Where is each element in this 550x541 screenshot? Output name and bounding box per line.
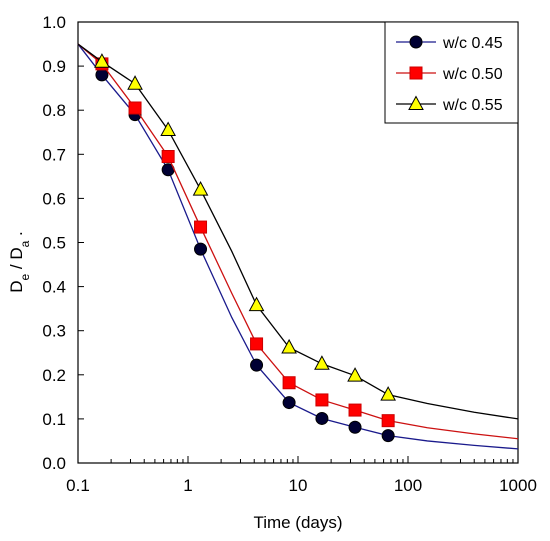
y-tick-label: 0.7: [42, 145, 66, 164]
legend-marker: [409, 35, 423, 49]
legend-label: w/c 0.45: [442, 35, 503, 52]
data-point: [282, 376, 296, 390]
y-tick-label: 0.0: [42, 454, 66, 473]
data-point: [348, 420, 362, 434]
y-tick-label: 0.3: [42, 322, 66, 341]
y-tick-label: 0.5: [42, 234, 66, 253]
data-point: [282, 396, 296, 410]
x-axis-label: Time (days): [253, 513, 342, 532]
y-axis-label: De / Da .: [7, 231, 32, 293]
data-point: [161, 150, 175, 164]
data-point: [194, 220, 208, 234]
series-line: [77, 43, 519, 450]
y-tick-label: 0.8: [42, 101, 66, 120]
x-tick-label: 1: [183, 476, 192, 495]
data-point: [315, 393, 329, 407]
data-point: [381, 429, 395, 443]
x-tick-label: 0.1: [66, 476, 90, 495]
y-tick-label: 1.0: [42, 13, 66, 32]
legend-entry: w/c 0.50: [396, 66, 503, 83]
data-point: [192, 181, 209, 196]
legend-entries: w/c 0.45 w/c 0.50 w/c 0.55: [396, 35, 503, 114]
data-point: [160, 121, 176, 137]
y-axis: 0.0 0.1 0.2 0.3 0.4 0.5 0.6 0.7 0.8 0.9 1.0: [42, 13, 84, 473]
legend-label: w/c 0.55: [442, 97, 503, 114]
y-tick-label: 0.1: [42, 410, 66, 429]
data-point: [381, 414, 395, 428]
y-tick-label: 0.6: [42, 189, 66, 208]
data-point: [281, 338, 297, 354]
series-3: [77, 43, 519, 420]
data-point: [127, 75, 143, 90]
legend-marker: [408, 95, 424, 110]
data-point: [315, 411, 329, 425]
data-point: [95, 68, 109, 82]
x-tick-label: 10: [289, 476, 308, 495]
data-point: [314, 355, 330, 370]
y-tick-label: 0.4: [42, 278, 66, 297]
series-layer: [77, 43, 519, 450]
data-point: [128, 101, 142, 115]
y-tick-label: 0.2: [42, 366, 66, 385]
y-tick-label: 0.9: [42, 57, 66, 76]
data-point: [248, 296, 265, 312]
series-line: [77, 43, 519, 440]
data-point: [250, 358, 264, 372]
data-point: [348, 403, 362, 417]
data-point: [250, 337, 264, 351]
series-2: [77, 43, 519, 440]
data-point: [94, 53, 110, 68]
legend: w/c 0.45 w/c 0.50 w/c 0.55: [384, 21, 519, 124]
legend-marker: [409, 66, 423, 80]
series-line: [77, 43, 519, 420]
data-point: [347, 367, 363, 382]
data-point: [194, 242, 208, 256]
legend-label: w/c 0.50: [442, 66, 503, 83]
x-axis: 0.1 1 10 100 1000: [66, 456, 537, 495]
legend-entry: w/c 0.55: [396, 95, 503, 114]
x-tick-label: 1000: [499, 476, 537, 495]
x-tick-label: 100: [394, 476, 422, 495]
legend-entry: w/c 0.45: [396, 35, 503, 52]
data-point: [380, 386, 396, 401]
